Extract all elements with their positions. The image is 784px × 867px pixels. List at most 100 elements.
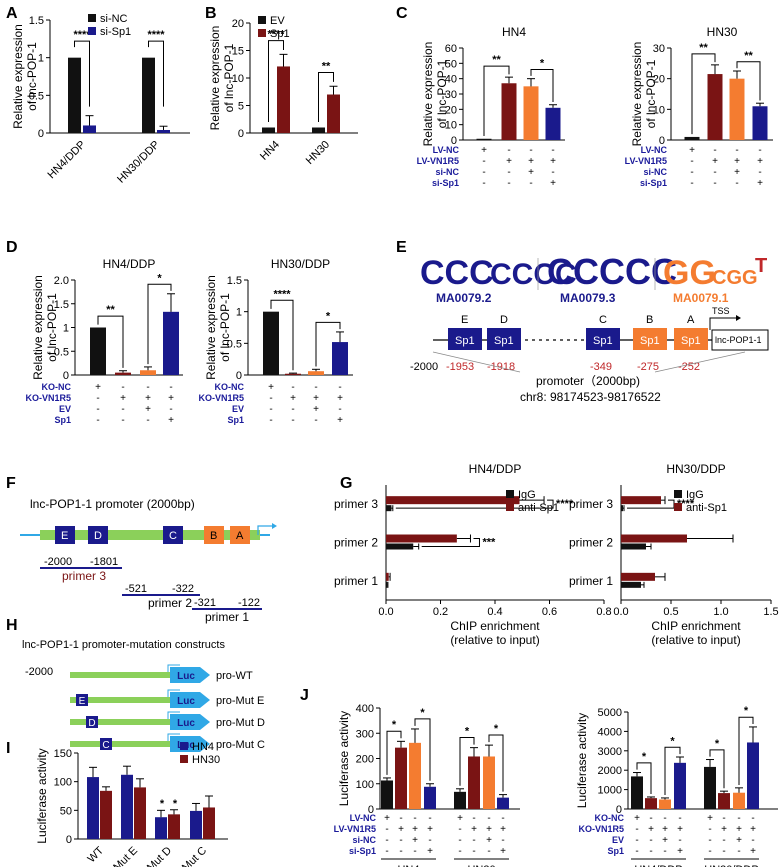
y-tick-label: 0.5 bbox=[227, 338, 242, 350]
x-tick-label: HN4 bbox=[258, 139, 282, 163]
significance-label: **** bbox=[273, 288, 291, 300]
site-label: Sp1 bbox=[640, 335, 660, 347]
bracket-line bbox=[654, 351, 746, 373]
tss-arrow-head bbox=[272, 523, 277, 529]
condition-sign: + bbox=[707, 813, 713, 824]
significance-label: ** bbox=[744, 50, 753, 62]
tss-arrow bbox=[167, 664, 180, 672]
bar bbox=[501, 83, 517, 140]
chart-a: 0 0.5 1 1.5 Relative expression of lnc-POP-1 *… bbox=[11, 13, 190, 186]
construct-name: pro-Mut E bbox=[216, 695, 264, 707]
condition-sign: + bbox=[689, 145, 695, 156]
condition-sign: - bbox=[678, 835, 681, 846]
panel-e-diagram: CCC CCCC CCCCC GG CGG T MA0079.2 MA0079.… bbox=[410, 251, 769, 404]
significance-bracket bbox=[147, 283, 172, 365]
condition-sign: + bbox=[648, 824, 654, 835]
bar bbox=[621, 505, 623, 512]
y-tick-label: 0.5 bbox=[54, 346, 69, 358]
chart-d-hn30: 0 0.5 1 1.5 Relative expression of lnc-POP-1 H… bbox=[198, 257, 353, 426]
legend-label: anti-Sp1 bbox=[518, 502, 559, 514]
y-tick-label: 20 bbox=[445, 104, 457, 116]
y-axis-label: of lnc-POP-1 bbox=[644, 59, 658, 128]
condition-sign: - bbox=[458, 846, 461, 857]
svg-text:CGG: CGG bbox=[712, 267, 758, 289]
bar bbox=[277, 66, 290, 133]
legend-swatch bbox=[180, 742, 188, 750]
panel-letter-i: I bbox=[6, 740, 10, 757]
condition-sign: - bbox=[758, 167, 761, 178]
sp1-site-b bbox=[633, 328, 667, 350]
bar bbox=[83, 125, 96, 133]
condition-sign: + bbox=[95, 382, 101, 393]
condition-sign: + bbox=[427, 846, 433, 857]
category-label: primer 1 bbox=[334, 574, 378, 588]
bar bbox=[87, 777, 99, 839]
bar bbox=[386, 505, 392, 512]
y-tick-label: 0.5 bbox=[29, 90, 44, 102]
significance-label: *** bbox=[482, 537, 496, 549]
condition-sign: + bbox=[145, 404, 151, 415]
construct-promoter bbox=[70, 719, 170, 725]
x-tick-label: 0.0 bbox=[378, 606, 393, 618]
significance-label: ** bbox=[106, 304, 115, 316]
condition-sign: + bbox=[662, 835, 668, 846]
bar bbox=[332, 342, 348, 375]
significance-bracket bbox=[691, 53, 716, 135]
condition-sign: + bbox=[384, 813, 390, 824]
site-letter-b: B bbox=[646, 314, 653, 326]
condition-sign: + bbox=[528, 167, 534, 178]
bar bbox=[454, 791, 466, 809]
condition-label: si-Sp1 bbox=[640, 178, 667, 188]
group-label: HN30 bbox=[467, 864, 495, 867]
condition-sign: + bbox=[757, 156, 763, 167]
condition-sign: - bbox=[291, 404, 294, 415]
y-tick-label: 3000 bbox=[598, 746, 622, 758]
chart-title: HN30 bbox=[707, 25, 738, 39]
y-tick-label: 10 bbox=[653, 104, 665, 116]
condition-sign: + bbox=[412, 835, 418, 846]
condition-sign: - bbox=[169, 382, 172, 393]
condition-sign: + bbox=[145, 393, 151, 404]
condition-label: KO-VN1R5 bbox=[578, 824, 624, 834]
condition-label: LV-VN1R5 bbox=[625, 156, 667, 166]
bar bbox=[718, 793, 730, 809]
significance-label: ** bbox=[699, 42, 708, 54]
legend-swatch bbox=[180, 755, 188, 763]
site-letter-e: E bbox=[461, 314, 468, 326]
chart-i: 0 50 100 150 Luciferase activity WT Mut E Mut D… bbox=[35, 741, 228, 867]
condition-label: KO-VN1R5 bbox=[198, 393, 244, 403]
significance-bracket bbox=[386, 730, 402, 775]
condition-sign: + bbox=[168, 393, 174, 404]
bar bbox=[468, 756, 480, 809]
x-axis-label: (relative to input) bbox=[651, 633, 740, 647]
bar bbox=[476, 138, 492, 140]
y-tick-label: 1 bbox=[38, 53, 44, 65]
motif-id-2: MA0079.3 bbox=[560, 291, 616, 305]
site-letter-b: B bbox=[210, 530, 217, 542]
bar bbox=[386, 496, 520, 505]
condition-sign: - bbox=[314, 382, 317, 393]
y-tick-label: 150 bbox=[54, 748, 72, 760]
construct-promoter bbox=[70, 697, 170, 703]
x-tick-label: Mut E bbox=[111, 845, 140, 867]
y-axis-label: Relative expression bbox=[31, 275, 45, 380]
condition-sign: - bbox=[482, 178, 485, 189]
condition-sign: - bbox=[507, 145, 510, 156]
panel-f-title: lnc-POP1-1 promoter (2000bp) bbox=[30, 497, 195, 511]
bar bbox=[631, 776, 643, 809]
y-tick-label: 0 bbox=[236, 370, 242, 382]
x-tick-label: 0.4 bbox=[487, 606, 502, 618]
significance-label: ** bbox=[322, 61, 331, 73]
condition-sign: - bbox=[482, 156, 485, 167]
condition-sign: - bbox=[146, 382, 149, 393]
bar bbox=[157, 129, 170, 133]
motif-logo-1: CCC CCCC bbox=[420, 254, 577, 292]
legend-swatch bbox=[674, 503, 682, 511]
condition-sign: - bbox=[169, 404, 172, 415]
condition-label: Sp1 bbox=[54, 415, 71, 425]
panel-letter-d: D bbox=[6, 239, 18, 256]
tss-arrow-head bbox=[736, 315, 741, 321]
bar bbox=[424, 786, 436, 809]
